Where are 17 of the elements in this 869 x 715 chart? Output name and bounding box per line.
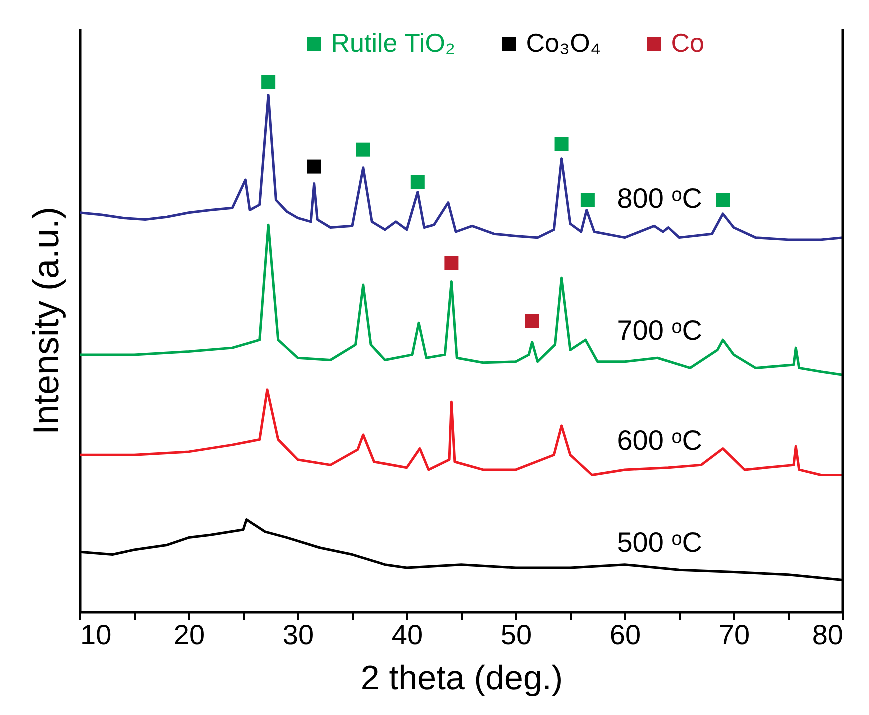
legend-label: Rutile TiO₂: [331, 28, 456, 58]
x-tick-label: 30: [282, 620, 314, 650]
y-axis-title: Intensity (a.u.): [26, 206, 66, 436]
x-tick-label: 70: [718, 620, 750, 650]
annotation: 500 ᵒC: [617, 527, 703, 558]
x-tick-label: 10: [80, 620, 112, 650]
legend-label: Co: [671, 28, 705, 58]
x-tick-label: 20: [174, 620, 206, 650]
legend-label: Co₃O₄: [526, 28, 601, 58]
x-tick-label: 60: [610, 620, 642, 650]
x-tick-label: 80: [812, 620, 844, 650]
annotation: 800 ᵒC: [617, 183, 703, 214]
annotation: 700 ᵒC: [617, 315, 703, 346]
x-tick-label: 40: [392, 620, 424, 650]
annotation: 600 ᵒC: [617, 424, 703, 456]
x-axis-title: 2 theta (deg.): [360, 660, 564, 698]
x-tick-label: 50: [500, 620, 532, 650]
